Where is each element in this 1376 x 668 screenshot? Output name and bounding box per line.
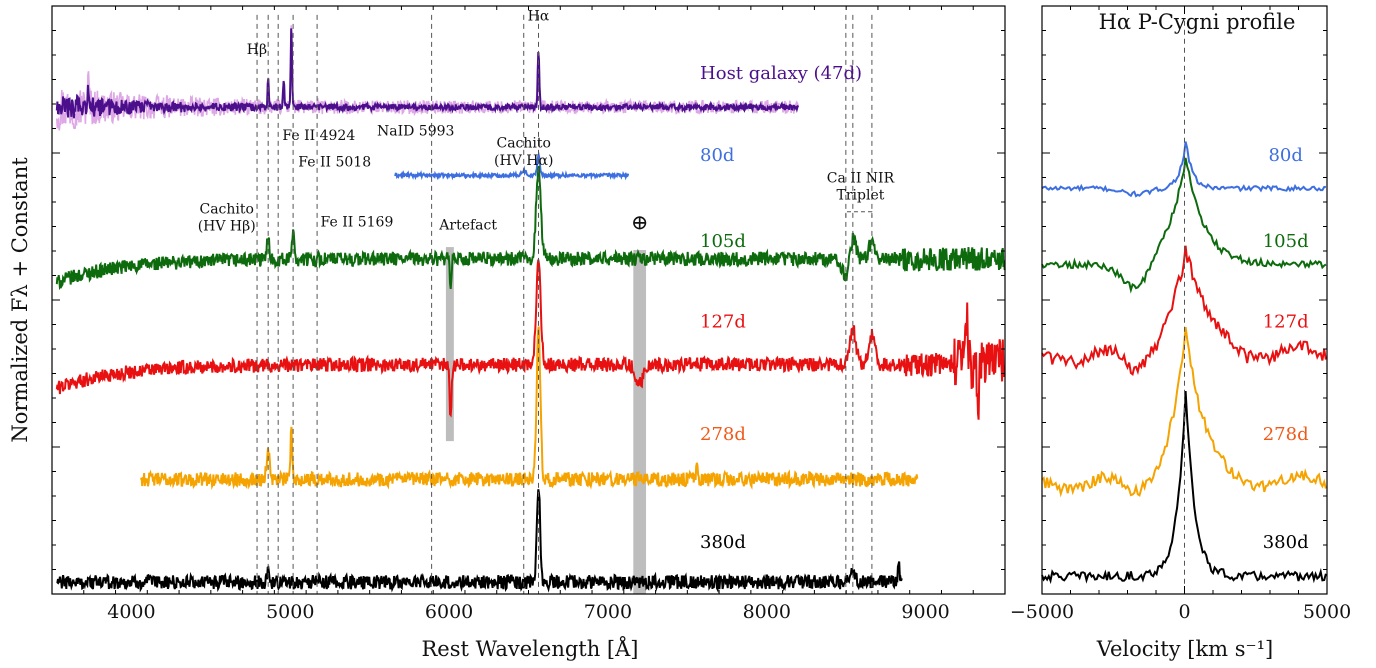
annotation-label: Cachito	[199, 202, 253, 218]
annotation-label: Hβ	[247, 42, 267, 58]
p-cygni-panel: 80d 105d 127d 278d 380d −5000 0 5000	[1010, 5, 1351, 623]
shaded-region	[445, 247, 454, 442]
profile-line	[1041, 245, 1327, 377]
annotation-label: Artefact	[438, 217, 497, 233]
annotation-label: Cachito	[497, 136, 551, 152]
profile-line	[1041, 141, 1326, 198]
x-tick-label: 0	[1178, 601, 1190, 623]
x-tick-label: 6000	[425, 601, 473, 623]
profile-line	[1041, 157, 1327, 294]
x-tick-label: 9000	[901, 601, 949, 623]
epoch-label: 80d	[1268, 145, 1302, 166]
annotation-label: Fe II 4924	[282, 128, 355, 144]
annotation-label: Fe II 5169	[321, 215, 394, 231]
series-line	[394, 151, 630, 181]
series-line	[55, 28, 800, 119]
epoch-label: 80d	[700, 145, 734, 166]
x-tick-label: 5000	[266, 601, 314, 623]
x-tick-label: −5000	[1010, 601, 1074, 623]
xlabel-right: Velocity [km s⁻¹]	[1096, 637, 1273, 661]
x-tick-label: 4000	[107, 601, 155, 623]
annotation-label: (HV Hβ)	[198, 219, 256, 235]
annotation-label: Triplet	[837, 187, 885, 203]
shaded-region	[633, 250, 647, 594]
epoch-label: 380d	[700, 532, 746, 553]
annotation-label: Hα	[528, 9, 550, 25]
left-axes-frame	[51, 5, 1006, 595]
annotation-label: NaID 5993	[377, 123, 454, 139]
annotation-label: Ca II NIR	[827, 170, 895, 186]
series-line	[56, 489, 903, 594]
annotation-label: Fe II 5018	[298, 155, 371, 171]
right-panel-title: Hα P-Cygni profile	[1099, 10, 1296, 34]
xlabel-left: Rest Wavelength [Å]	[421, 636, 638, 661]
epoch-label: 278d	[700, 424, 746, 445]
x-tick-label: 8000	[743, 601, 791, 623]
ylabel: Normalized Fλ + Constant	[8, 157, 32, 443]
epoch-label: 278d	[1263, 424, 1309, 445]
epoch-label: 127d	[700, 312, 746, 333]
epoch-label: 105d	[700, 231, 746, 252]
profile-line	[1041, 326, 1327, 498]
epoch-label: Host galaxy (47d)	[700, 63, 862, 84]
series-line	[139, 326, 919, 491]
spectra-panel: Hα Hβ Fe II 4924 Fe II 5018 Fe II 5169 NaID 5…	[51, 5, 1006, 623]
annotation-label: ⊕	[631, 210, 649, 234]
profile-line	[1041, 390, 1327, 585]
series-line	[55, 259, 1006, 420]
x-tick-label: 5000	[1303, 601, 1351, 623]
series-noise	[56, 25, 799, 131]
ca-triplet-bracket	[845, 211, 873, 218]
epoch-label: 127d	[1263, 312, 1309, 333]
annotation-label: (HV Hα)	[494, 153, 553, 169]
x-tick-label: 7000	[584, 601, 632, 623]
epoch-label: 380d	[1263, 532, 1309, 553]
series-line	[55, 165, 1006, 291]
epoch-label: 105d	[1263, 231, 1309, 252]
